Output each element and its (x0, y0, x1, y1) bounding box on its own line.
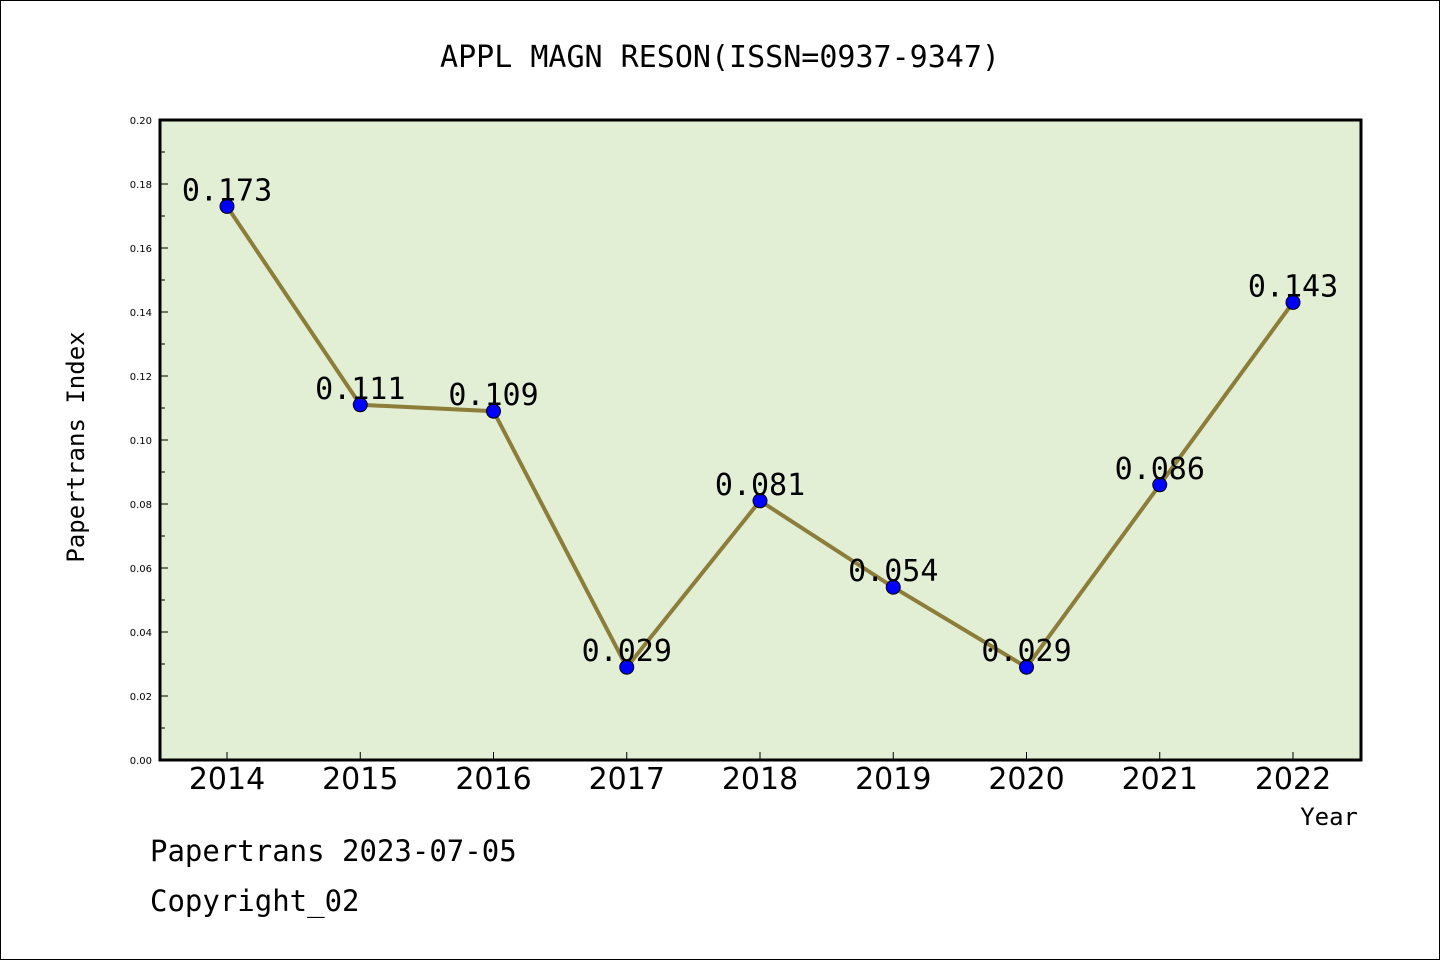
data-point (219, 198, 235, 214)
data-label: 0.029 (981, 634, 1071, 669)
data-label: 0.086 (1115, 452, 1205, 487)
data-point (352, 397, 368, 413)
x-axis-label: Year (1300, 803, 1358, 831)
y-axis-label: Papertrans Index (62, 331, 90, 562)
y-tick-label: 0.08 (130, 500, 152, 511)
y-tick-label: 0.14 (130, 308, 152, 319)
footer-copyright: Copyright_02 (150, 884, 360, 918)
y-tick-label: 0.18 (130, 180, 152, 191)
x-tick-label: 2022 (1255, 762, 1331, 797)
x-axis: 2014 2015 2016 2017 2018 2019 2020 2021 2022 (189, 752, 1331, 797)
data-point (1019, 659, 1034, 675)
x-tick-label: 2021 (1122, 762, 1198, 797)
y-axis: 0.00 0.02 0.04 0.06 0.08 0.10 0.12 0.14 0.16 0.18… (130, 116, 168, 767)
data-label: 0.029 (582, 634, 672, 669)
data-label: 0.109 (448, 378, 538, 413)
data-point (752, 493, 768, 509)
x-tick-label: 2016 (455, 762, 531, 797)
y-tick-label: 0.16 (130, 244, 152, 255)
data-label: 0.143 (1248, 269, 1338, 304)
data-labels: 0.173 0.111 0.109 0.029 0.081 0.054 0.029 0.086… (182, 173, 1338, 669)
series-markers (219, 198, 1301, 675)
x-tick-label: 2018 (722, 762, 798, 797)
y-tick-label: 0.00 (130, 756, 152, 767)
plot-area (158, 118, 1363, 762)
y-tick-label: 0.04 (130, 628, 152, 639)
data-point (1152, 477, 1168, 493)
data-label: 0.054 (848, 554, 938, 589)
data-label: 0.111 (315, 372, 405, 407)
x-tick-label: 2014 (189, 762, 265, 797)
chart-title: APPL MAGN RESON(ISSN=0937-9347) (440, 40, 1000, 75)
data-label: 0.173 (182, 173, 272, 208)
y-tick-label: 0.20 (130, 116, 152, 127)
x-tick-label: 2015 (322, 762, 398, 797)
y-tick-label: 0.06 (130, 564, 152, 575)
x-tick-label: 2020 (988, 762, 1064, 797)
footer-date: Papertrans 2023-07-05 (150, 834, 517, 868)
data-point (1285, 294, 1301, 310)
y-tick-label: 0.02 (130, 692, 152, 703)
data-point (885, 579, 901, 595)
data-label: 0.081 (715, 468, 805, 503)
y-tick-label: 0.10 (130, 436, 152, 447)
data-point (619, 659, 635, 675)
x-tick-label: 2017 (589, 762, 665, 797)
y-tick-label: 0.12 (130, 372, 152, 383)
data-point (486, 403, 501, 419)
x-tick-label: 2019 (855, 762, 931, 797)
